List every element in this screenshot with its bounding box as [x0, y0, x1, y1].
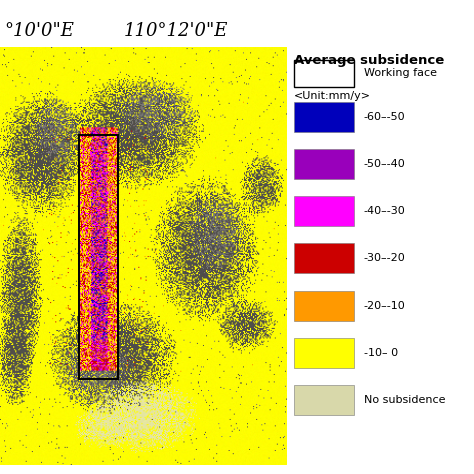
Bar: [294, 244, 354, 273]
Text: <Unit:mm/y>: <Unit:mm/y>: [294, 91, 371, 101]
Text: -50–-40: -50–-40: [364, 159, 405, 169]
Bar: [294, 149, 354, 179]
Bar: [79, 135, 118, 379]
Text: Average subsidence: Average subsidence: [294, 54, 445, 67]
Text: -30–-20: -30–-20: [364, 254, 405, 264]
Bar: [294, 102, 354, 132]
Text: -10– 0: -10– 0: [364, 348, 398, 358]
Text: Working face: Working face: [364, 68, 437, 78]
Bar: [294, 196, 354, 227]
Bar: [294, 60, 354, 87]
Text: -20–-10: -20–-10: [364, 301, 405, 310]
Bar: [294, 337, 354, 368]
Bar: [294, 291, 354, 320]
Text: -40–-30: -40–-30: [364, 206, 405, 216]
Text: °10'0"E: °10'0"E: [5, 22, 74, 40]
Text: 110°12'0"E: 110°12'0"E: [123, 22, 228, 40]
Text: No subsidence: No subsidence: [364, 395, 445, 405]
Text: -60–-50: -60–-50: [364, 112, 405, 122]
Bar: [294, 385, 354, 415]
